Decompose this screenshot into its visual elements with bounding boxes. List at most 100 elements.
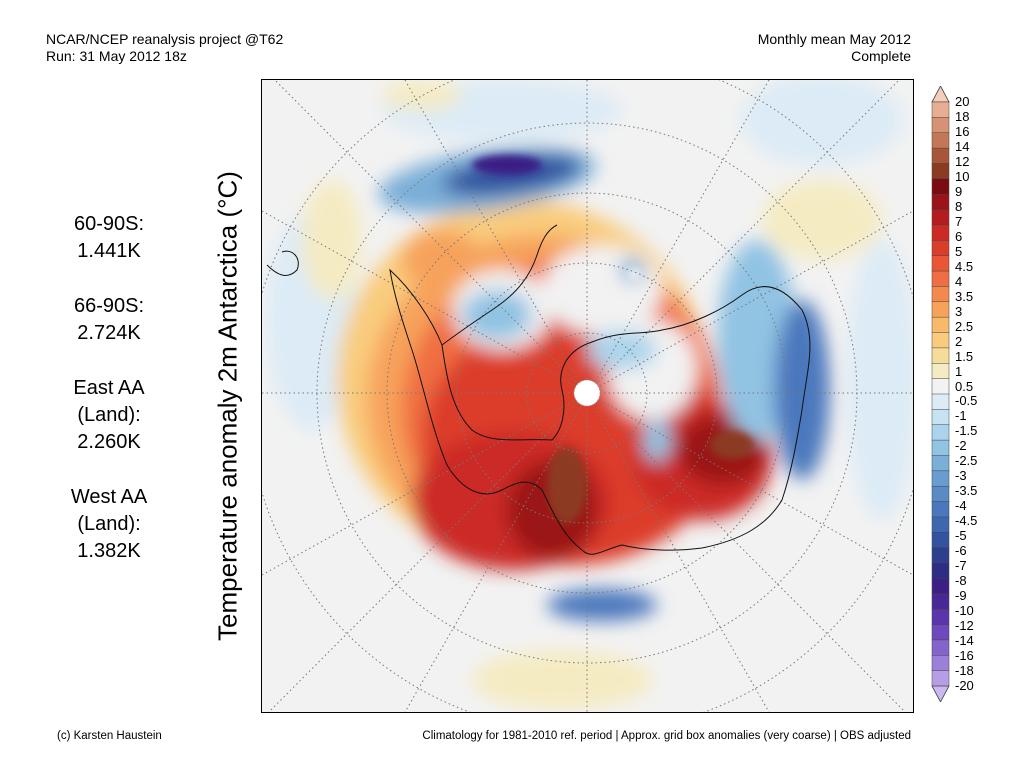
colorbar-tick-label: -1 — [955, 408, 967, 424]
colorbar-swatch — [931, 532, 950, 549]
colorbar-swatch — [931, 562, 950, 579]
stat-label: West AA — [70, 486, 148, 508]
colorbar-swatch — [931, 117, 950, 134]
colorbar-swatch — [931, 147, 950, 165]
colorbar-tick-label: 10 — [955, 168, 970, 184]
colorbar-swatch — [931, 209, 950, 226]
colorbar-swatch — [931, 316, 950, 334]
colorbar-swatch — [931, 163, 950, 180]
colorbar-swatch — [931, 439, 950, 457]
anomaly-map — [261, 79, 914, 713]
stat-east-aa-land: East AA (Land): 2.260K — [40, 375, 178, 456]
colorbar-tick-label: -1.5 — [955, 423, 978, 439]
colorbar-swatch — [931, 393, 950, 410]
colorbar-tick-label: -0.5 — [955, 393, 978, 409]
colorbar-tick-label: -8 — [955, 573, 967, 589]
colorbar-tick-label: 6 — [955, 228, 963, 244]
colorbar-tick-label: -18 — [955, 663, 974, 679]
colorbar-tick-label: -14 — [955, 633, 974, 649]
colorbar-tick-label: 7 — [955, 213, 963, 229]
colorbar — [931, 86, 950, 702]
colorbar-tick-label: 14 — [955, 138, 970, 154]
stat-60-90s: 60-90S: 1.441K — [40, 211, 178, 265]
colorbar-tick-label: 0.5 — [955, 378, 974, 394]
colorbar-swatch — [931, 224, 950, 241]
stat-west-aa-land: West AA (Land): 1.382K — [40, 484, 178, 565]
pole-marker — [574, 380, 600, 406]
colorbar-tick-label: -3 — [955, 468, 967, 484]
anomaly-field — [267, 80, 913, 710]
colorbar-swatch — [931, 332, 950, 349]
colorbar-tick-label: -12 — [955, 618, 974, 634]
colorbar-swatch — [931, 178, 950, 195]
colorbar-tick-label: -9 — [955, 588, 967, 604]
colorbar-top-triangle — [931, 86, 950, 103]
stat-66-90s: 66-90S: 2.724K — [40, 293, 178, 347]
map-canvas — [262, 80, 913, 712]
colorbar-swatch — [931, 639, 950, 656]
stat-value: 1.441K — [77, 240, 141, 262]
footer-note: Climatology for 1981-2010 ref. period | … — [422, 730, 911, 742]
colorbar-swatch — [931, 470, 950, 487]
completion-status: Complete — [851, 48, 911, 64]
colorbar-swatch — [931, 409, 950, 426]
colorbar-tick-label: -6 — [955, 543, 967, 559]
colorbar-tick-label: -7 — [955, 558, 967, 574]
colorbar-swatch — [931, 240, 950, 257]
colorbar-swatch — [931, 270, 950, 287]
y-axis-label-text: Temperature anomaly 2m Antarctica (°C) — [212, 171, 243, 641]
colorbar-tick-label: -16 — [955, 648, 974, 664]
colorbar-swatch — [931, 101, 950, 118]
colorbar-tick-label: -10 — [955, 603, 974, 619]
colorbar-swatch — [931, 363, 950, 380]
colorbar-swatch — [931, 301, 950, 318]
colorbar-tick-label: 8 — [955, 198, 963, 214]
copyright: (c) Karsten Haustein — [57, 730, 162, 742]
colorbar-tick-label: -2.5 — [955, 453, 978, 469]
colorbar-tick-label: 4.5 — [955, 258, 974, 274]
colorbar-swatch — [931, 655, 950, 672]
colorbar-swatch — [931, 501, 950, 518]
colorbar-tick-label: 20 — [955, 94, 970, 109]
header-left: NCAR/NCEP reanalysis project @T62 Run: 3… — [46, 31, 283, 65]
colorbar-tick-label: 3.5 — [955, 288, 974, 304]
stat-value: 1.382K — [77, 540, 141, 562]
colorbar-tick-label: 1 — [955, 363, 963, 379]
colorbar-tick-label: -5 — [955, 528, 967, 544]
colorbar-swatch — [931, 578, 950, 595]
colorbar-tick-label: -3.5 — [955, 483, 978, 499]
run-date: Run: 31 May 2012 18z — [46, 48, 187, 64]
stat-label: (Land): — [77, 513, 141, 535]
colorbar-tick-label: 16 — [955, 123, 970, 139]
colorbar-swatch — [931, 347, 950, 364]
colorbar-swatch — [931, 670, 950, 687]
colorbar-swatch — [931, 608, 950, 626]
colorbar-swatch — [931, 624, 950, 641]
colorbar-swatch — [931, 547, 950, 564]
model-title: NCAR/NCEP reanalysis project @T62 — [46, 31, 284, 47]
antarctic-peninsula-coastline — [441, 224, 558, 346]
colorbar-swatch — [931, 455, 950, 472]
antarctica-coastline — [389, 268, 811, 555]
colorbar-swatch — [931, 132, 950, 149]
colorbar-tick-label: 5 — [955, 243, 963, 259]
colorbar-tick-label: 2 — [955, 333, 963, 349]
colorbar-swatch — [931, 593, 950, 610]
colorbar-swatch — [931, 485, 950, 503]
colorbar-tick-label: 9 — [955, 183, 963, 199]
colorbar-swatch — [931, 516, 950, 533]
stat-label: (Land): — [77, 404, 141, 426]
colorbar-tick-label: 18 — [955, 108, 970, 124]
colorbar-tick-label: 4 — [955, 273, 963, 289]
pole-marker-ring — [573, 379, 601, 407]
south-america-coastline — [266, 250, 299, 276]
colorbar-bottom-triangle — [931, 685, 950, 702]
anomaly-highlights — [472, 155, 754, 523]
colorbar-swatch — [931, 193, 950, 211]
stat-label: East AA — [73, 377, 145, 399]
colorbar-tick-label: 3 — [955, 303, 963, 319]
colorbar-swatch — [931, 424, 950, 441]
stat-label: 60-90S: — [73, 213, 145, 235]
colorbar-tick-label: 1.5 — [955, 348, 974, 364]
colorbar-tick-label: -4 — [955, 498, 967, 514]
